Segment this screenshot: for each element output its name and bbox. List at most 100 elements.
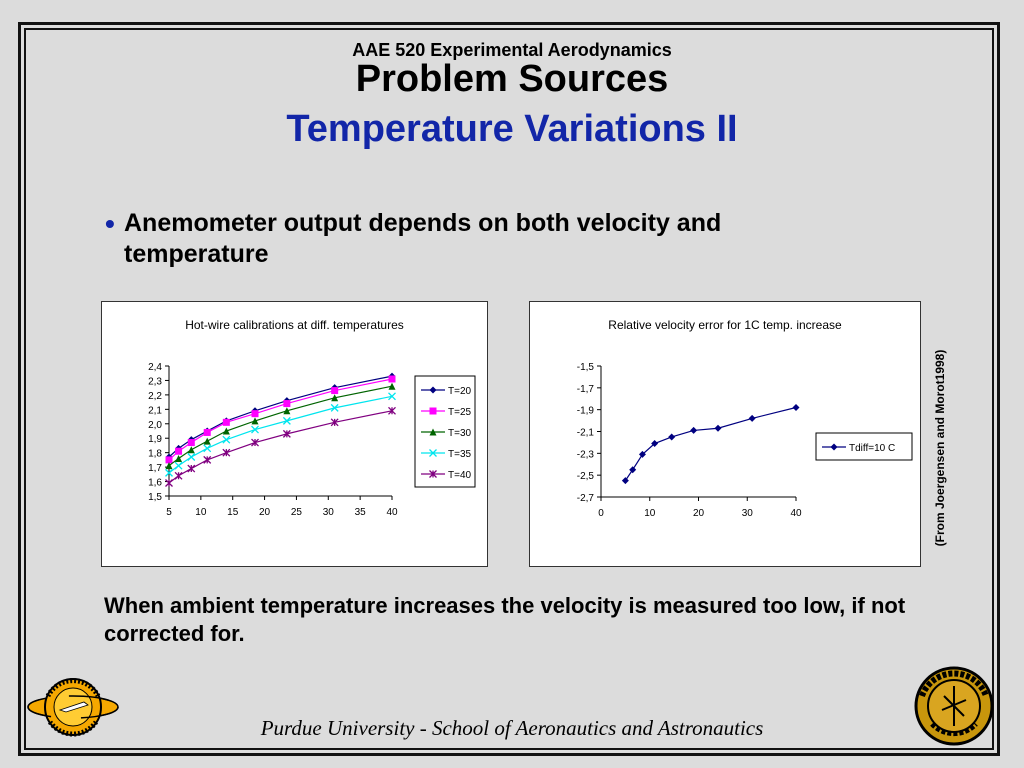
x-tick-label: 5 [166, 507, 172, 518]
y-tick-label: -2,5 [577, 471, 595, 482]
series-line [168, 385, 393, 467]
x-tick-label: 10 [195, 507, 207, 518]
data-point [282, 429, 291, 438]
data-point [621, 477, 629, 485]
data-point [251, 438, 259, 447]
data-point [187, 464, 196, 473]
slide-subtitle: Temperature Variations II [286, 108, 738, 150]
x-tick-label: 30 [323, 507, 335, 518]
x-tick-label: 20 [259, 507, 271, 518]
data-point [222, 448, 231, 457]
data-point [165, 456, 173, 464]
bullet-dot-icon: • [105, 208, 115, 239]
data-point [283, 400, 291, 408]
data-point [222, 435, 231, 444]
legend-label: Tdiff=10 C [849, 443, 895, 454]
y-tick-label: 1,9 [148, 434, 162, 445]
data-point [714, 424, 722, 432]
data-point [830, 443, 838, 451]
chart-title: Relative velocity error for 1C temp. inc… [608, 318, 842, 332]
y-tick-label: -2,7 [577, 493, 595, 504]
slide-inner-border [24, 28, 994, 750]
data-point [283, 407, 291, 415]
series-line [168, 395, 393, 474]
data-point [251, 417, 259, 425]
data-point [174, 461, 183, 470]
y-tick-label: 1,5 [148, 492, 162, 503]
data-point [748, 414, 756, 422]
x-tick-label: 10 [644, 508, 656, 519]
data-point [187, 439, 195, 447]
series-line [168, 378, 393, 461]
data-point [203, 437, 211, 445]
data-point [429, 470, 437, 478]
legend-label: T=30 [448, 428, 472, 439]
legend-label: T=25 [448, 407, 472, 418]
x-tick-label: 25 [291, 507, 303, 518]
data-point [203, 444, 212, 453]
data-point [165, 468, 173, 477]
data-point [629, 466, 637, 474]
legend-label: T=20 [448, 386, 472, 397]
y-tick-label: 2,3 [148, 376, 162, 387]
data-point [175, 454, 183, 462]
y-tick-label: -2,3 [577, 449, 595, 460]
data-point [651, 440, 659, 448]
data-point [203, 455, 212, 464]
data-point [330, 418, 339, 427]
data-point [690, 426, 698, 434]
course-title: AAE 520 Experimental Aerodynamics [352, 40, 672, 60]
data-point [429, 428, 437, 436]
series-line [168, 375, 393, 458]
y-tick-label: 1,8 [148, 449, 162, 460]
chart-title: Hot-wire calibrations at diff. temperatu… [185, 318, 404, 332]
data-point [429, 449, 437, 457]
y-tick-label: -1,9 [577, 406, 595, 417]
y-tick-label: 2,0 [148, 420, 162, 431]
x-tick-label: 40 [790, 508, 802, 519]
data-point [638, 450, 646, 458]
x-tick-label: 35 [355, 507, 367, 518]
x-tick-label: 15 [227, 507, 239, 518]
data-point [792, 403, 800, 411]
chart-velocity-error-svg: -2,7 -2,5 -2,3 -2,1 -1,9 -1,7 -1,5 0 10 20 30 40 Tdi… [577, 362, 913, 519]
data-point [251, 410, 259, 418]
data-point [429, 407, 437, 415]
source-credit: (From Joergensen and Morot1998) [933, 349, 947, 547]
data-point [175, 447, 183, 455]
x-tick-label: 30 [742, 508, 754, 519]
y-tick-label: -1,5 [577, 362, 595, 373]
purdue-seal-logo [914, 666, 994, 746]
data-point [251, 425, 259, 434]
slide-title: Problem Sources [355, 58, 669, 100]
data-point [282, 416, 291, 425]
x-tick-label: 0 [598, 508, 604, 519]
data-point [165, 462, 173, 470]
chart-hotwire-svg: 1,5 1,6 1,7 1,8 1,9 2,0 2,1 2,2 2,3 2,4 5 10 15 20 25 3… [148, 362, 476, 518]
conclusion-text: When ambient temperature increases the v… [104, 593, 906, 646]
data-point [174, 471, 183, 480]
data-point [429, 386, 437, 394]
data-point [165, 479, 173, 487]
chart-velocity-error: Relative velocity error for 1C temp. inc… [529, 301, 921, 567]
data-point [222, 427, 230, 435]
x-tick-label: 20 [693, 508, 705, 519]
y-tick-label: -2,1 [577, 428, 595, 439]
data-point [187, 453, 196, 461]
data-point [388, 382, 396, 390]
legend-label: T=35 [448, 449, 472, 460]
data-point [203, 428, 211, 436]
y-tick-label: 2,1 [148, 405, 162, 416]
data-point [187, 446, 195, 454]
chart-hotwire-calibrations: Hot-wire calibrations at diff. temperatu… [101, 301, 488, 567]
y-tick-label: 2,4 [148, 362, 162, 373]
bullet-text: Anemometer output depends on both veloci… [124, 209, 722, 268]
data-point [331, 387, 339, 395]
legend-label: T=40 [448, 470, 472, 481]
aero-astro-logo [27, 678, 119, 737]
bullet-point: • Anemometer output depends on both velo… [105, 208, 865, 270]
footer-text: Purdue University - School of Aeronautic… [260, 716, 764, 740]
x-tick-label: 40 [386, 507, 398, 518]
series-line [168, 410, 393, 484]
data-point [388, 406, 396, 415]
